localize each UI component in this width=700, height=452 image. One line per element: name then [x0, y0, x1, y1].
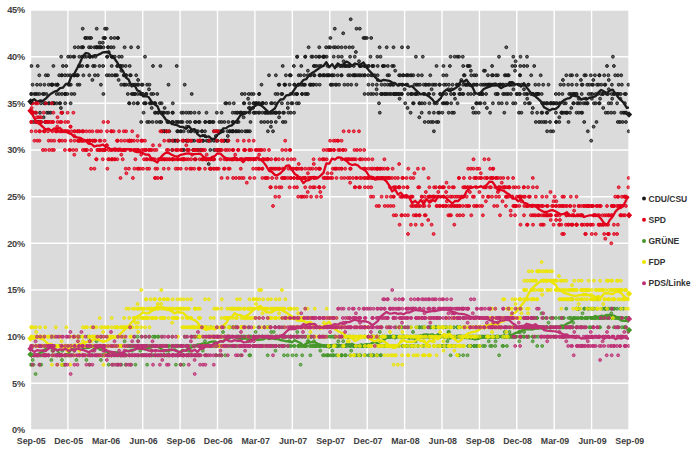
svg-text:Dec-05: Dec-05	[54, 436, 83, 446]
svg-text:Jun-07: Jun-07	[279, 436, 307, 446]
svg-text:Sep-07: Sep-07	[316, 436, 345, 446]
svg-text:FDP: FDP	[649, 257, 666, 267]
svg-text:15%: 15%	[7, 285, 25, 295]
svg-text:Sep-06: Sep-06	[166, 436, 195, 446]
svg-text:Jun-06: Jun-06	[129, 436, 157, 446]
svg-text:5%: 5%	[12, 379, 25, 389]
svg-text:25%: 25%	[7, 192, 25, 202]
svg-text:Dec-08: Dec-08	[503, 436, 532, 446]
svg-text:45%: 45%	[7, 5, 25, 15]
svg-text:Sep-08: Sep-08	[466, 436, 495, 446]
svg-text:Jun-09: Jun-09	[578, 436, 606, 446]
svg-text:35%: 35%	[7, 99, 25, 109]
svg-text:Jun-08: Jun-08	[429, 436, 457, 446]
svg-text:PDS/Linke: PDS/Linke	[649, 278, 691, 288]
svg-text:SPD: SPD	[649, 215, 666, 225]
svg-text:10%: 10%	[7, 332, 25, 342]
svg-text:Dec-06: Dec-06	[204, 436, 233, 446]
svg-text:Sep-09: Sep-09	[615, 436, 644, 446]
svg-text:Mar-09: Mar-09	[541, 436, 569, 446]
svg-text:0%: 0%	[12, 425, 25, 435]
svg-text:40%: 40%	[7, 52, 25, 62]
svg-text:20%: 20%	[7, 239, 25, 249]
svg-text:GRÜNE: GRÜNE	[649, 236, 680, 246]
svg-text:Mar-07: Mar-07	[242, 436, 270, 446]
svg-text:Mar-08: Mar-08	[391, 436, 419, 446]
svg-text:Dec-07: Dec-07	[354, 436, 383, 446]
svg-text:30%: 30%	[7, 145, 25, 155]
svg-text:Sep-05: Sep-05	[17, 436, 46, 446]
svg-text:Mar-06: Mar-06	[92, 436, 120, 446]
svg-text:CDU/CSU: CDU/CSU	[649, 194, 688, 204]
